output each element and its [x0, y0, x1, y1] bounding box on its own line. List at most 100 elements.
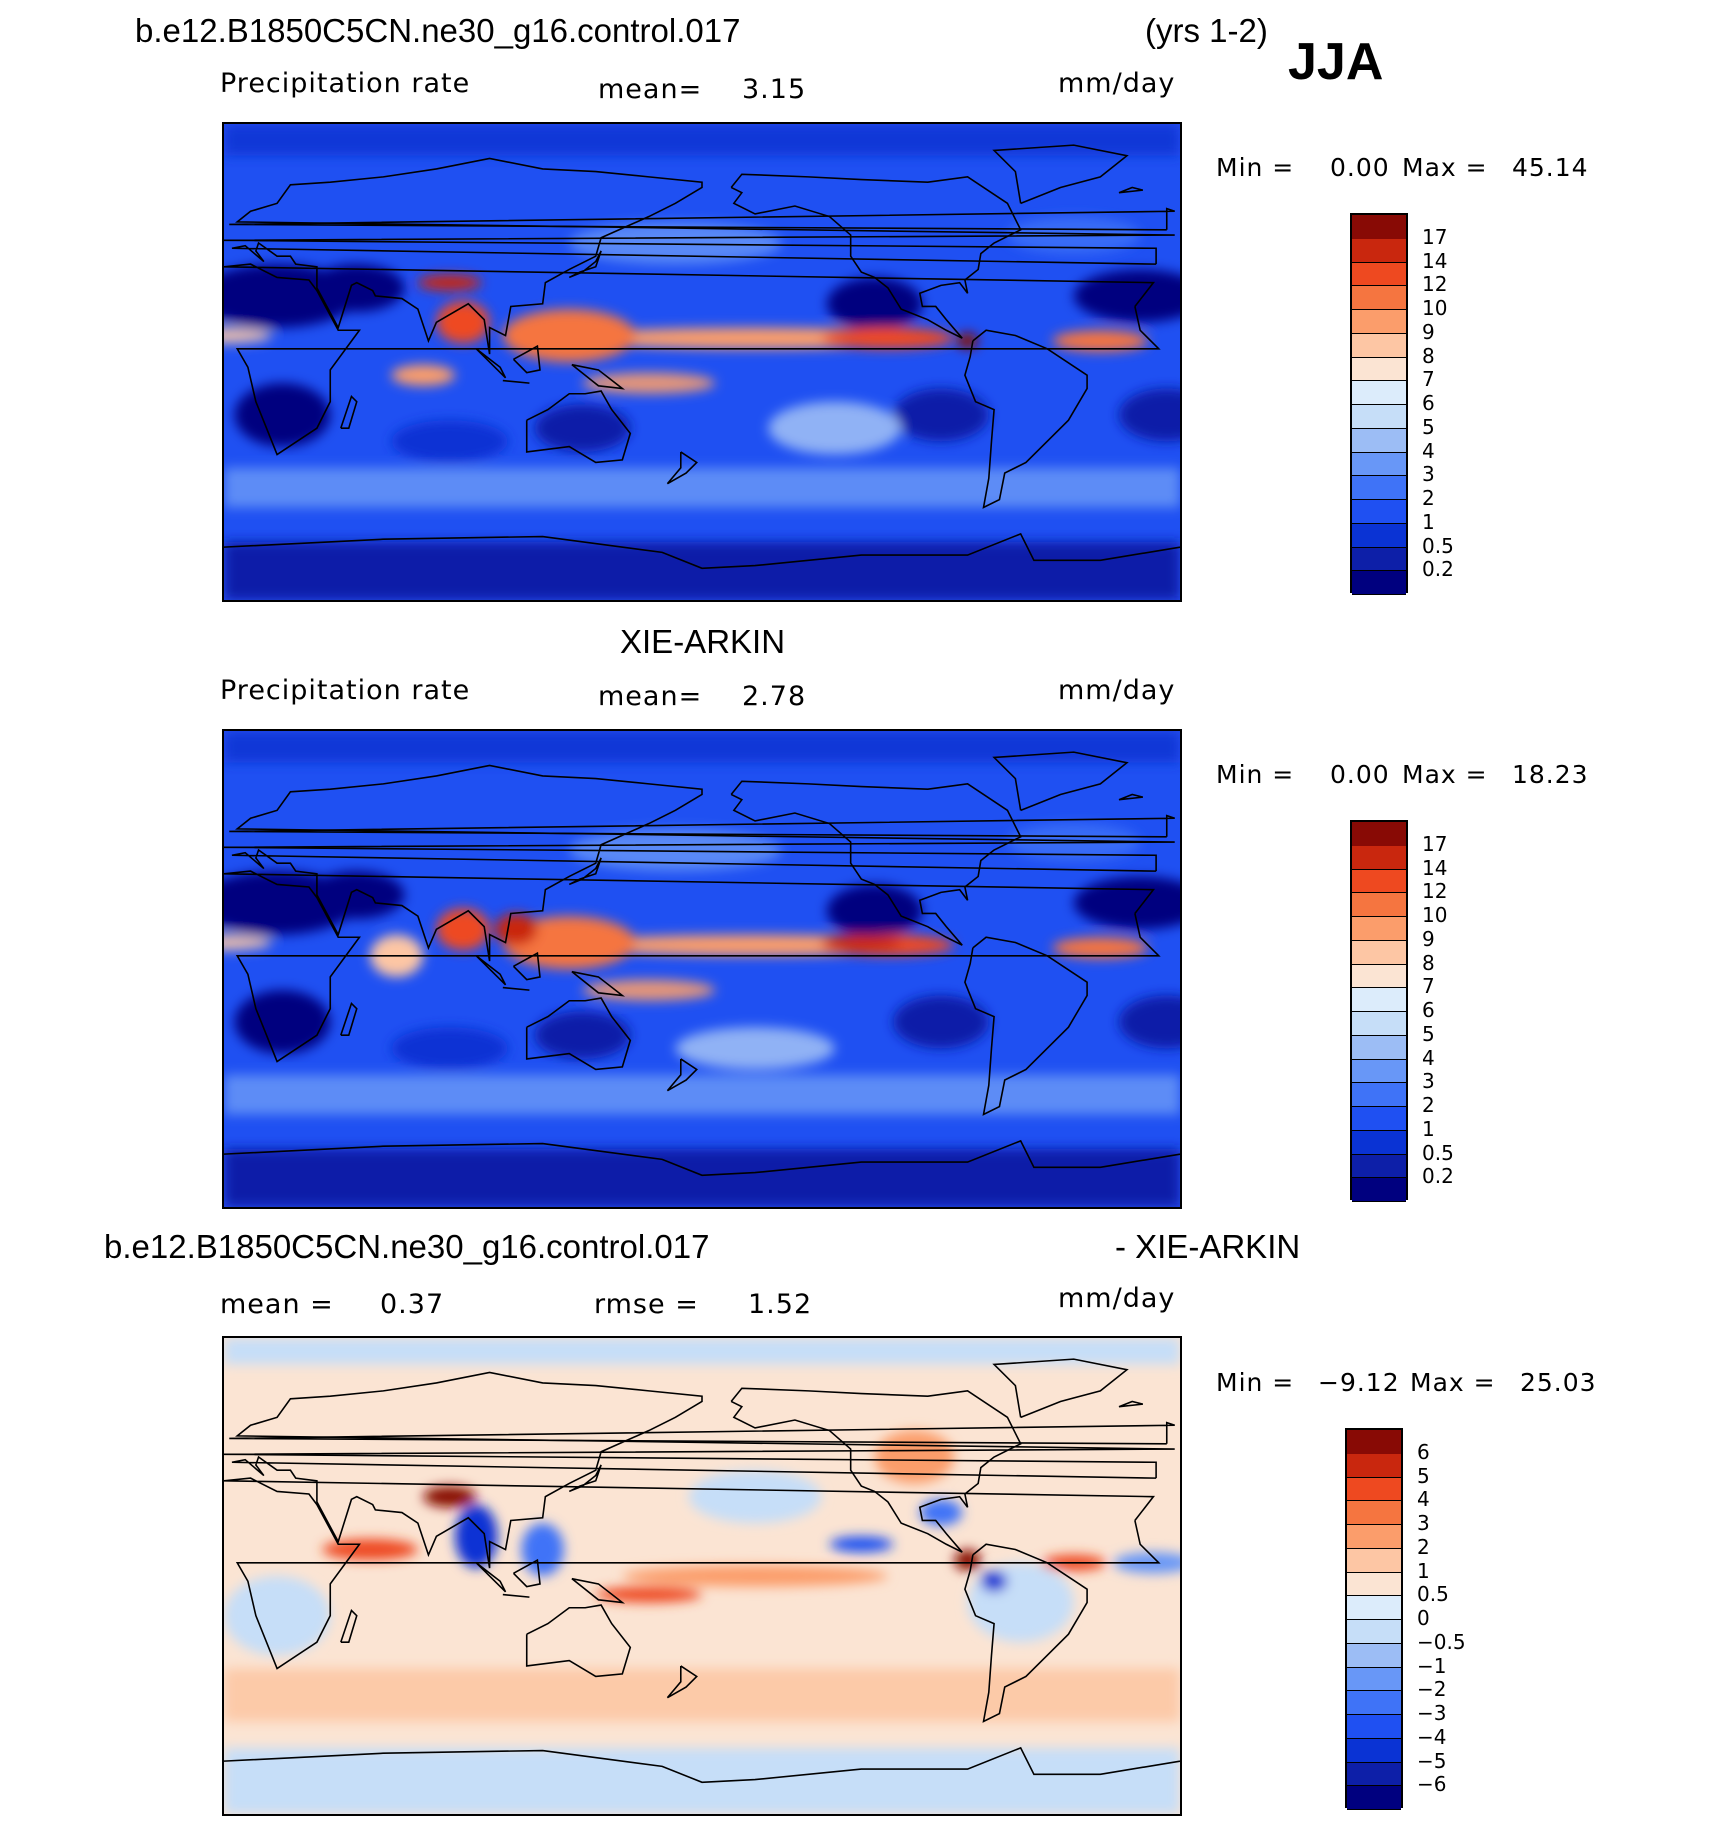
- diff-precip-map: [222, 1336, 1182, 1816]
- colorbar-tick-label: 12: [1422, 879, 1448, 904]
- precip-blob: [919, 1499, 963, 1526]
- precip-blob: [826, 884, 923, 938]
- coastline-path: [1118, 793, 1144, 801]
- obs-max-value: 18.23: [1512, 760, 1589, 789]
- map-background: [224, 731, 1180, 1207]
- precip-band: [224, 1668, 1180, 1722]
- diff-title-right: - XIE-ARKIN: [1115, 1228, 1301, 1265]
- himalaya-max: [417, 274, 482, 291]
- colorbar-cell: [1347, 1667, 1401, 1692]
- obs-min-label: Min =: [1216, 760, 1295, 789]
- coastline-path: [525, 390, 632, 464]
- coastline-path: [730, 1387, 1022, 1553]
- colorbar-cell: [1347, 1572, 1401, 1597]
- colorbar-tick-label: 1: [1422, 1116, 1435, 1141]
- model-max-label: Max =: [1402, 153, 1488, 182]
- diff-rmse-value: 1.52: [748, 1289, 813, 1320]
- precip-blob: [234, 383, 331, 447]
- precip-band: [224, 541, 1180, 600]
- colorbar-cell: [1352, 500, 1406, 524]
- colorbar-cell: [1347, 1786, 1401, 1810]
- colorbar-cell: [1352, 940, 1406, 965]
- colorbar-tick-label: 4: [1422, 1045, 1435, 1070]
- diff-min-label: Min =: [1216, 1368, 1295, 1397]
- colorbar-tick-label: 8: [1422, 343, 1435, 368]
- colorbar-tick-label: 9: [1422, 319, 1435, 344]
- colorbar-tick-label: 7: [1422, 974, 1435, 999]
- coastline-path: [224, 1139, 1180, 1177]
- colorbar-cell: [1352, 452, 1406, 477]
- coastline-path: [512, 344, 541, 374]
- precip-field: [224, 731, 1180, 1207]
- colorbar-tick-label: 17: [1422, 224, 1448, 249]
- coastline-path: [224, 532, 1180, 570]
- precip-blob: [675, 1027, 835, 1070]
- precip-blob: [234, 990, 331, 1054]
- precip-band: [224, 124, 1180, 156]
- colorbar-cell: [1352, 869, 1406, 894]
- coastline-path: [229, 207, 1175, 231]
- model-units: mm/day: [1058, 68, 1176, 99]
- model-min-label: Min =: [1216, 153, 1295, 182]
- colorbar-cell: [1352, 357, 1406, 382]
- precip-band: [224, 1074, 1180, 1115]
- precip-blob: [391, 1027, 509, 1070]
- colorbar-tick-label: 9: [1422, 926, 1435, 951]
- colorbar-tick-label: −4: [1417, 1724, 1447, 1749]
- coastline-path: [964, 1543, 1088, 1723]
- diff-min-value: −9.12: [1318, 1368, 1400, 1397]
- precip-blob: [308, 871, 405, 919]
- coastline-path: [568, 1464, 602, 1493]
- obs-units: mm/day: [1058, 675, 1176, 706]
- coastline-path: [512, 951, 541, 981]
- diff-max-value: 25.03: [1520, 1368, 1597, 1397]
- model-colorbar: [1350, 213, 1408, 595]
- colorbar-cell: [1352, 893, 1406, 917]
- diff-title-left: b.e12.B1850C5CN.ne30_g16.control.017: [104, 1228, 710, 1265]
- colorbar-cell: [1347, 1620, 1401, 1644]
- colorbar-cell: [1352, 310, 1406, 334]
- precip-band: [224, 1338, 1180, 1365]
- colorbar-tick-label: −1: [1417, 1653, 1447, 1678]
- coastline-path: [229, 1421, 1175, 1445]
- precip-blob: [893, 388, 989, 442]
- obs-title: XIE-ARKIN: [620, 623, 786, 660]
- colorbar-cell: [1352, 523, 1406, 548]
- coastlines: [224, 144, 1180, 570]
- colorbar-cell: [1352, 1178, 1406, 1202]
- obs-variable: Precipitation rate: [220, 675, 471, 706]
- colorbar-tick-label: 0.5: [1422, 1140, 1454, 1165]
- coastline-path: [730, 780, 1022, 946]
- colorbar-tick-label: 8: [1422, 950, 1435, 975]
- precip-blob: [768, 401, 902, 455]
- colorbar-tick-label: 3: [1422, 1069, 1435, 1094]
- colorbar-tick-label: 4: [1417, 1487, 1430, 1512]
- coastline-path: [571, 970, 626, 997]
- colorbar-cell: [1352, 428, 1406, 453]
- coastline-path: [502, 1593, 530, 1598]
- colorbar-cell: [1352, 1083, 1406, 1107]
- sahel: [224, 934, 272, 951]
- obs-precip-map: [222, 729, 1182, 1209]
- colorbar-tick-label: −0.5: [1417, 1629, 1466, 1654]
- coastline-path: [992, 751, 1129, 812]
- precip-blob: [829, 1536, 894, 1553]
- colorbar-tick-label: 6: [1417, 1439, 1430, 1464]
- colorbar-cell: [1352, 845, 1406, 870]
- coastline-path: [1118, 186, 1144, 194]
- precip-blob: [534, 404, 631, 452]
- colorbar-tick-label: 0.5: [1417, 1582, 1449, 1607]
- obs-min-value: 0.00: [1330, 760, 1390, 789]
- coastline-path: [475, 1562, 507, 1593]
- coastline-path: [666, 451, 698, 485]
- coastline-path: [1118, 1400, 1144, 1408]
- model-mean-value: 3.15: [742, 74, 807, 105]
- model-precip-map: [222, 122, 1182, 602]
- model-max-value: 45.14: [1512, 153, 1589, 182]
- coastline-path: [224, 870, 1161, 1063]
- precip-blob: [622, 1565, 888, 1587]
- colorbar-cell: [1347, 1430, 1401, 1454]
- colorbar-tick-label: 2: [1422, 1093, 1435, 1117]
- coastline-path: [571, 1577, 626, 1604]
- precip-blob: [874, 1430, 955, 1484]
